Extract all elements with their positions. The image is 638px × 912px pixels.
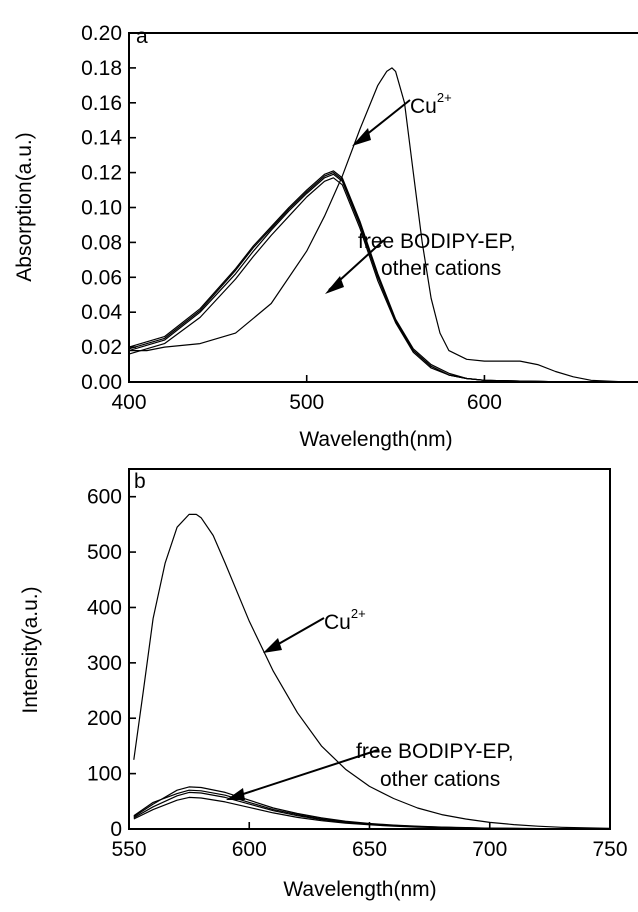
panel-a-y-tick-label: 0.00 — [81, 371, 122, 394]
panel-a-free-annotation-line2: other cations — [381, 257, 501, 280]
panel-b-free-arrowhead — [226, 788, 245, 800]
panel-b-cu-text: Cu — [324, 611, 351, 634]
panel-a-cu-arrowhead — [352, 128, 371, 146]
panel-a-y-tick-label: 0.02 — [81, 336, 122, 359]
panel-b-x-tick-label: 700 — [472, 838, 507, 861]
panel-b-free-arrow — [230, 749, 379, 799]
panel-b-y-tick-label: 400 — [87, 596, 122, 619]
panel-a-free-annotation-line1: free BODIPY-EP, — [358, 230, 516, 253]
panel-a-y-tick-label: 0.16 — [81, 92, 122, 115]
panel-b-cu-superscript: 2+ — [351, 606, 366, 621]
panel-b-x-tick-label: 550 — [111, 838, 146, 861]
panel-a-free-arrowhead — [325, 276, 344, 294]
panel-a-cu-superscript: 2+ — [437, 90, 452, 105]
panel-a-x-tick-label: 600 — [467, 391, 502, 414]
panel-b-y-tick-label: 600 — [87, 486, 122, 509]
panel-b-cu-annotation: Cu2+ — [324, 606, 366, 634]
panel-b-y-tick-label: 300 — [87, 652, 122, 675]
panel-a-series-line — [129, 67, 638, 383]
panel-a-y-tick-label: 0.12 — [81, 162, 122, 185]
panel-a-plot-frame — [128, 32, 638, 383]
panel-b-free-annotation-line1: free BODIPY-EP, — [356, 740, 514, 763]
panel-b-curves — [133, 513, 611, 830]
panel-a-x-axis-label: Wavelength(nm) — [299, 428, 452, 451]
panel-a-y-tick-label: 0.18 — [81, 57, 122, 80]
panel-b-y-axis-label: Intensity(a.u.) — [19, 586, 42, 713]
panel-a-y-tick-label: 0.20 — [81, 22, 122, 45]
panel-b-cu-arrowhead — [263, 638, 282, 653]
panel-b-x-tick-label: 750 — [592, 838, 627, 861]
panel-a-y-axis-label: Absorption(a.u.) — [13, 132, 36, 281]
panel-b-x-tick-label: 600 — [232, 838, 267, 861]
panel-a-cu-text: Cu — [410, 95, 437, 118]
panel-a-absorption-chart: 4005006007000.000.020.040.060.080.100.12… — [13, 22, 638, 451]
panel-b-y-tick-label: 0 — [110, 818, 122, 841]
panel-b-y-tick-label: 200 — [87, 707, 122, 730]
panel-a-y-tick-label: 0.04 — [81, 301, 122, 324]
panel-b-x-tick-label: 650 — [352, 838, 387, 861]
panel-b-free-annotation-line2: other cations — [380, 768, 500, 791]
panel-a-y-tick-label: 0.10 — [81, 197, 122, 220]
panel-b-label: b — [134, 470, 146, 493]
panel-a-cu-annotation: Cu2+ — [410, 90, 452, 118]
panel-a-y-tick-label: 0.06 — [81, 266, 122, 289]
panel-a-y-tick-label: 0.08 — [81, 231, 122, 254]
panel-b-y-tick-label: 100 — [87, 763, 122, 786]
panel-a-x-tick-label: 500 — [289, 391, 324, 414]
panel-b-y-tick-label: 500 — [87, 541, 122, 564]
panel-b-series-line — [133, 513, 611, 829]
panel-b-series-line — [133, 789, 611, 830]
panel-a-label: a — [136, 25, 148, 48]
panel-a-curves — [128, 67, 638, 383]
panel-b-plot-frame — [128, 468, 611, 830]
panel-b-intensity-chart: 550 600 650 700 750 0 100 200 300 400 500 600 b Int… — [19, 468, 628, 901]
panel-a-y-tick-label: 0.14 — [81, 127, 122, 150]
panel-b-x-axis-label: Wavelength(nm) — [283, 878, 436, 901]
panel-a-x-tick-label: 400 — [111, 391, 146, 414]
